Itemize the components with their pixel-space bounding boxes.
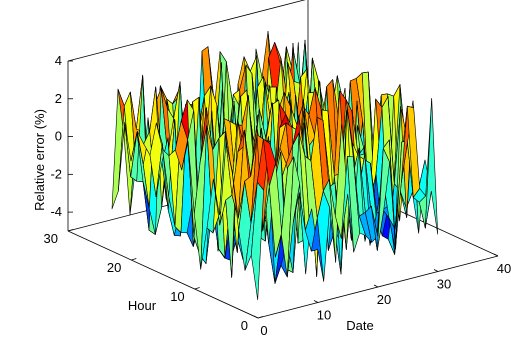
z-tick-label: 4	[55, 53, 62, 68]
y-tick-mark	[194, 287, 200, 290]
y-tick-label: 0	[241, 318, 248, 333]
y-tick-mark	[257, 316, 264, 319]
x-tick-mark	[373, 284, 379, 288]
y-tick-label: 20	[107, 260, 121, 275]
z-axis-label: Relative error (%)	[32, 109, 47, 211]
y-tick-mark	[131, 258, 137, 261]
y-tick-mark	[67, 229, 74, 232]
x-tick-label: 30	[437, 277, 451, 292]
z-tick-label: -2	[50, 166, 62, 181]
x-tick-label: 10	[317, 308, 331, 323]
x-tick-label: 20	[377, 292, 391, 307]
z-tick-label: 2	[55, 91, 62, 106]
z-tick-label: 0	[55, 129, 62, 144]
y-axis-label: Hour	[128, 298, 157, 313]
y-tick-label: 10	[170, 289, 184, 304]
x-tick-mark	[313, 300, 319, 303]
x-tick-label: 0	[260, 323, 267, 338]
x-tick-mark	[493, 253, 499, 257]
surface-patch	[424, 98, 439, 235]
y-tick-label: 30	[44, 231, 58, 246]
surface-mesh	[111, 30, 439, 301]
x-axis-label: Date	[346, 318, 373, 333]
axis-line	[67, 230, 259, 319]
x-tick-label: 40	[497, 261, 511, 276]
axis-line	[67, 0, 306, 62]
z-tick-label: -4	[50, 204, 62, 219]
x-tick-mark	[253, 315, 259, 319]
x-tick-mark	[433, 269, 439, 272]
